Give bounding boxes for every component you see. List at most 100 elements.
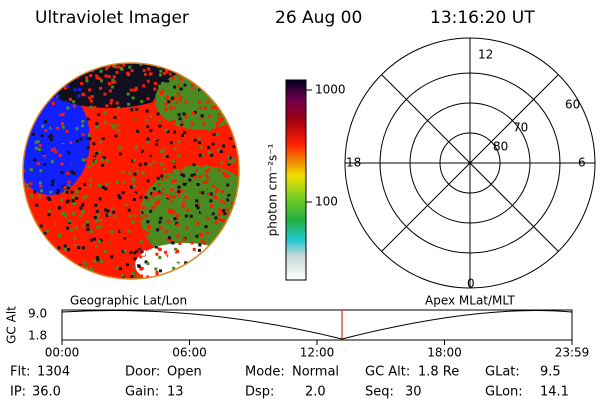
pixel	[132, 184, 136, 188]
pixel	[88, 88, 92, 92]
pixel	[77, 178, 81, 182]
pixel	[168, 230, 172, 234]
pixel	[130, 216, 134, 220]
pixel	[164, 108, 168, 112]
pixel	[191, 63, 195, 67]
pixel	[105, 272, 109, 276]
pixel	[64, 63, 68, 67]
info-label: GLon:	[485, 385, 523, 400]
pixel	[158, 73, 162, 77]
pixel	[149, 106, 153, 110]
info-value: Normal	[292, 365, 339, 380]
pixel	[85, 112, 89, 116]
pixel	[33, 253, 37, 257]
pixel	[227, 252, 231, 256]
pixel	[219, 211, 223, 215]
pixel	[172, 225, 176, 229]
pixel	[222, 219, 226, 223]
pixel	[160, 191, 164, 195]
pixel	[203, 149, 207, 153]
pixel	[120, 122, 124, 126]
pixel	[105, 67, 109, 71]
pixel	[92, 159, 96, 163]
pixel	[239, 110, 242, 113]
pixel	[212, 133, 216, 137]
pixel	[193, 175, 197, 179]
pixel	[97, 240, 101, 244]
pixel	[145, 119, 149, 123]
info-label: IP:	[10, 385, 26, 400]
pixel	[210, 204, 214, 208]
pixel	[145, 109, 149, 113]
pixel	[70, 228, 74, 232]
pixel	[229, 137, 233, 141]
pixel	[167, 66, 171, 70]
pixel	[164, 230, 168, 234]
pixel	[167, 275, 171, 279]
pixel	[115, 216, 119, 220]
pixel	[148, 163, 152, 167]
pixel	[88, 96, 92, 100]
pixel	[211, 164, 215, 168]
pixel	[207, 114, 211, 118]
pixel	[231, 245, 235, 249]
pixel	[134, 117, 138, 121]
pixel	[238, 212, 239, 216]
pixel	[152, 222, 156, 226]
pixel	[52, 70, 56, 74]
pixel	[112, 75, 116, 79]
pixel	[67, 247, 71, 251]
pixel	[134, 145, 138, 149]
pixel	[209, 278, 213, 279]
pixel	[66, 106, 70, 110]
pixel	[181, 205, 185, 209]
pixel	[70, 208, 74, 212]
pixel	[38, 143, 42, 147]
pixel	[197, 115, 201, 119]
info-label: Dsp:	[245, 385, 274, 400]
pixel	[189, 69, 193, 73]
pixel	[55, 213, 59, 217]
pixel	[86, 137, 90, 141]
pixel	[78, 87, 82, 91]
pixel	[179, 189, 183, 193]
pixel	[123, 158, 127, 162]
pixel	[78, 197, 82, 201]
pixel	[121, 194, 125, 198]
pixel	[95, 151, 99, 155]
pixel	[74, 264, 78, 268]
pixel	[163, 151, 167, 155]
pixel	[80, 211, 84, 215]
pixel	[105, 213, 109, 217]
pixel	[128, 270, 132, 274]
pixel	[183, 83, 187, 87]
pixel	[44, 129, 48, 133]
pixel	[145, 252, 149, 256]
pixel	[48, 255, 52, 259]
pixel	[146, 220, 150, 224]
pixel	[200, 116, 204, 120]
pixel	[43, 109, 47, 113]
pixel	[201, 153, 205, 157]
pixel	[217, 99, 221, 103]
pixel	[133, 239, 137, 243]
pixel	[172, 106, 176, 110]
pixel	[40, 133, 44, 137]
pixel	[69, 233, 73, 237]
info-label: Mode:	[245, 365, 285, 380]
pixel	[223, 66, 227, 70]
pixel	[162, 91, 166, 95]
pixel	[197, 275, 201, 279]
pixel	[123, 249, 127, 253]
pixel	[112, 130, 116, 134]
pixel	[130, 169, 134, 173]
pixel	[235, 183, 239, 187]
pixel	[86, 146, 90, 150]
pixel	[30, 76, 34, 80]
pixel	[87, 133, 91, 137]
pixel	[190, 121, 194, 125]
pixel	[214, 148, 218, 152]
pixel	[192, 148, 196, 152]
pixel	[139, 123, 143, 127]
pixel	[220, 117, 224, 121]
